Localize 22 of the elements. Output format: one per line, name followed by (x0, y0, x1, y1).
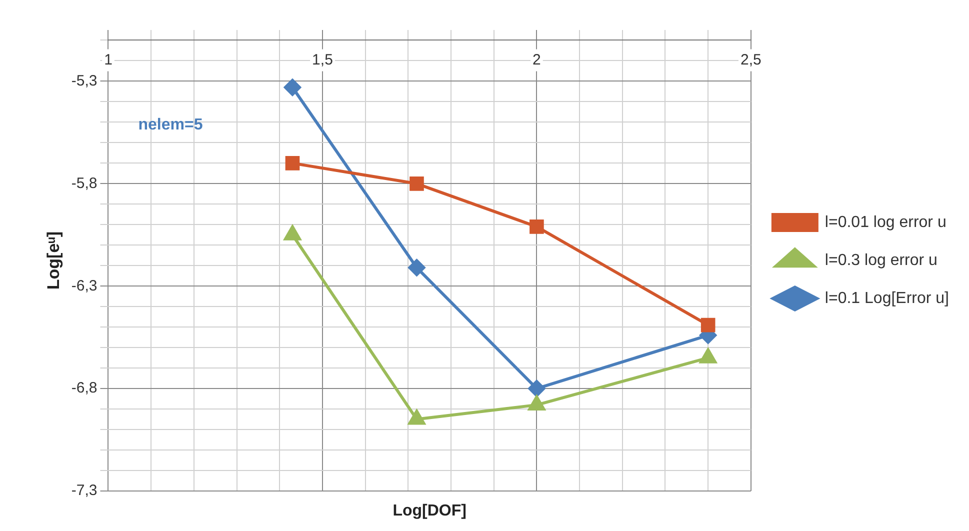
x-tick-label: 2,5 (740, 51, 762, 68)
y-tick-label: -5,8 (71, 174, 98, 192)
x-tick-label: 1,5 (312, 51, 333, 68)
point (408, 259, 426, 276)
legend-label: l=0.3 log error u (824, 252, 938, 269)
y-tick-label: -7,3 (71, 482, 98, 500)
point (285, 156, 300, 170)
x-axis-title: Log[DOF] (392, 502, 466, 520)
point (700, 318, 716, 332)
y-axis-title: Log[eᵘ] (44, 231, 63, 290)
legend-label: l=0.01 log error u (824, 214, 946, 231)
y-tick-label: -6,8 (71, 380, 98, 397)
x-tick-label: 1 (104, 51, 112, 68)
y-tick-label: -6,3 (71, 277, 98, 294)
y-tick-label: -5,3 (71, 72, 98, 90)
legend-label: l=0.1 Log[Error u] (824, 290, 950, 307)
point (528, 380, 546, 398)
point (530, 220, 544, 234)
annotation: nelem=5 (138, 116, 203, 134)
point (284, 78, 301, 96)
x-tick-label: 2 (532, 51, 541, 68)
point (410, 176, 424, 191)
